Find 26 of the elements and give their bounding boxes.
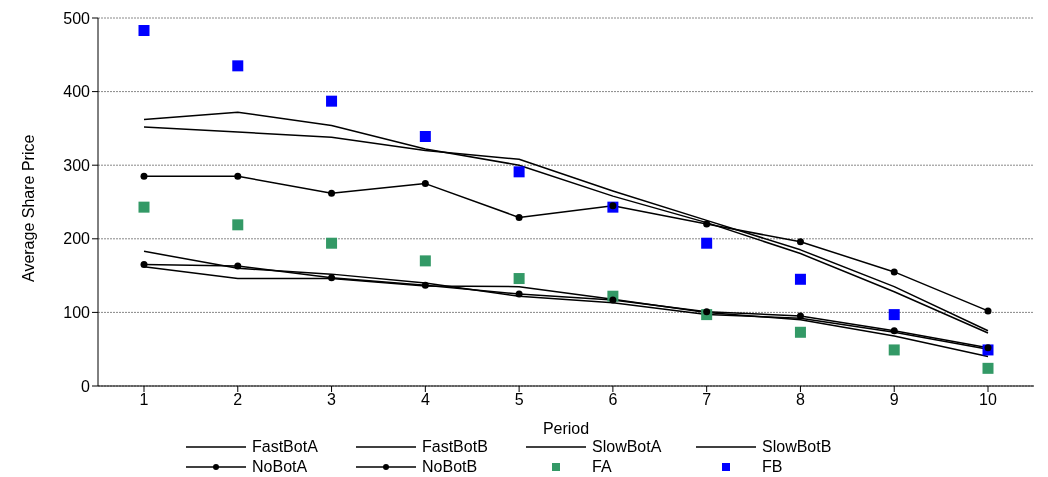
x-tick-label: 7	[702, 391, 712, 409]
x-tick-label: 8	[795, 391, 805, 409]
y-tick-label: 400	[63, 83, 91, 101]
x-tick-label: 2	[233, 391, 243, 409]
x-tick-label: 4	[420, 391, 430, 409]
x-tick-label: 6	[608, 391, 618, 409]
legend-label: FB	[762, 458, 783, 476]
legend-label: FastBotA	[252, 438, 318, 456]
x-tick-label: 1	[139, 391, 149, 409]
x-tick-label: 9	[889, 391, 899, 409]
legend-label: NoBotA	[252, 458, 308, 476]
legend-label: FA	[592, 458, 612, 476]
y-tick-label: 0	[81, 377, 91, 395]
legend-label: SlowBotA	[592, 438, 662, 456]
y-tick-label: 200	[63, 230, 91, 248]
y-tick-label: 500	[63, 9, 91, 27]
x-tick-label: 3	[327, 391, 337, 409]
x-tick-label: 5	[514, 391, 524, 409]
legend-label: FastBotB	[422, 438, 488, 456]
x-axis-title: Period	[542, 420, 590, 437]
legend-label: NoBotB	[422, 458, 478, 476]
x-tick-label: 10	[979, 391, 997, 409]
y-tick-label: 300	[63, 156, 91, 174]
y-tick-label: 100	[63, 304, 91, 322]
legend-label: SlowBotB	[762, 438, 832, 456]
y-axis-title: Average Share Price	[19, 134, 37, 282]
